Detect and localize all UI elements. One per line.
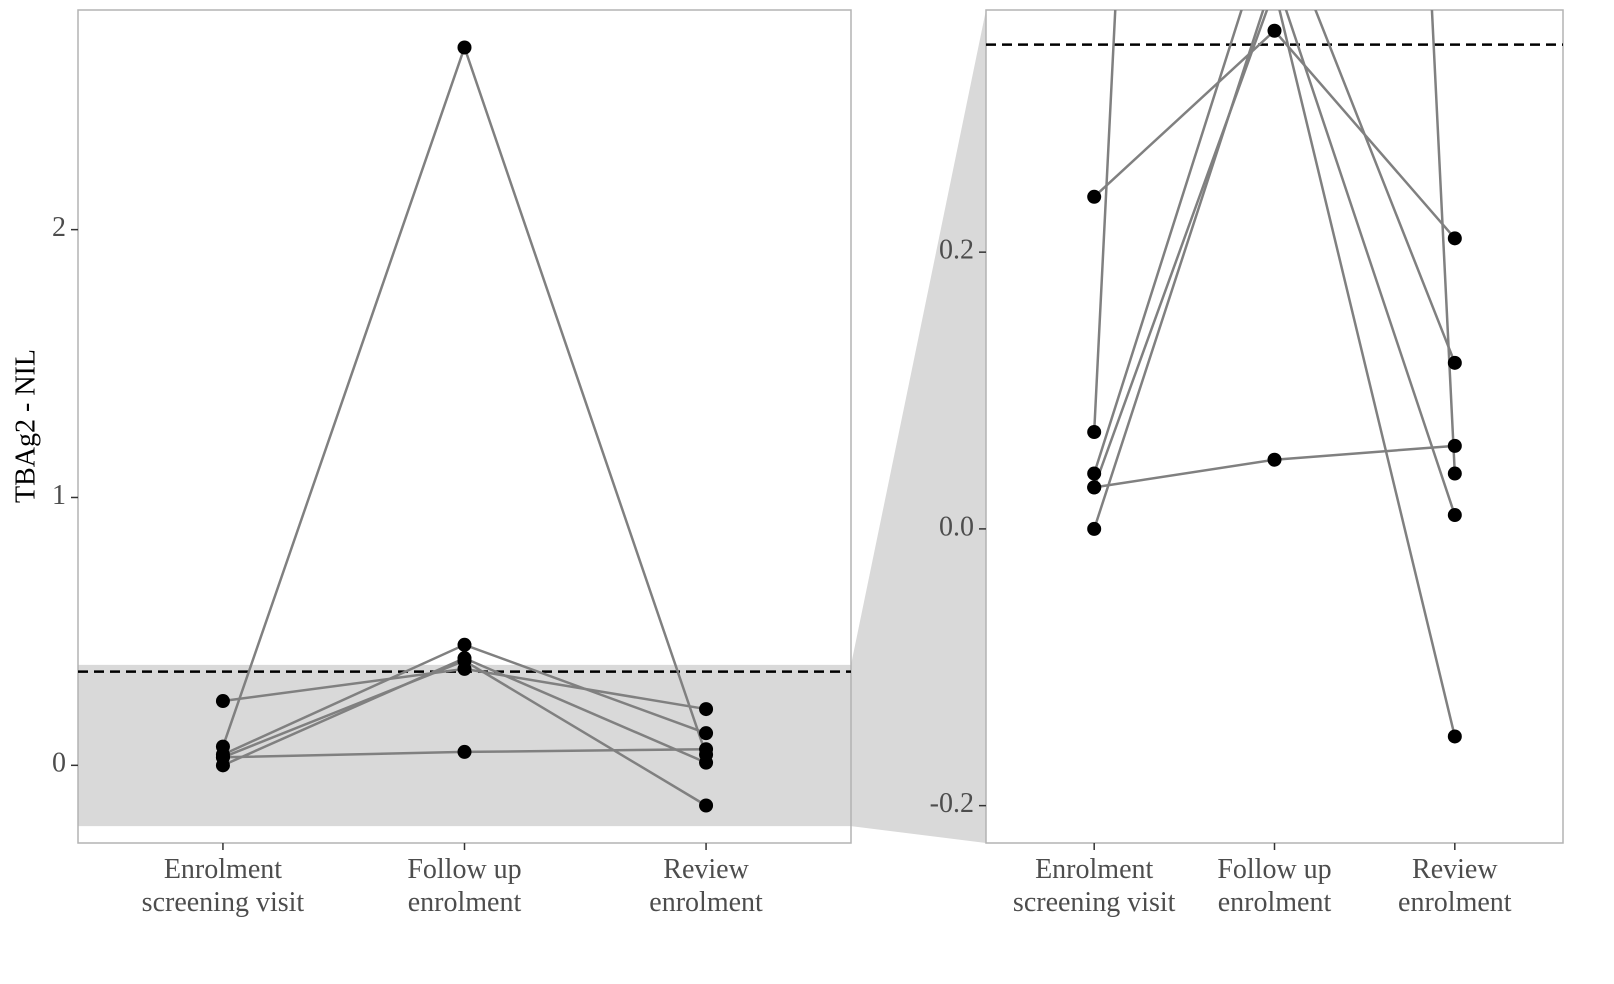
point: [699, 798, 714, 813]
panel-border: [985, 9, 1564, 844]
plot-area: [986, 10, 1563, 744]
point: [1087, 189, 1102, 204]
y-tick-label: 1: [52, 480, 66, 511]
point: [457, 637, 472, 652]
x-tick-label: Review enrolment: [649, 854, 763, 918]
point: [215, 694, 230, 709]
subject-line: [1093, 10, 1457, 737]
y-axis-label: TBAg2 - NIL: [10, 349, 41, 503]
point: [1087, 425, 1102, 440]
point: [699, 702, 714, 717]
point: [699, 755, 714, 770]
plot-area: [78, 40, 851, 813]
point: [215, 750, 230, 765]
point: [457, 744, 472, 759]
point: [1447, 466, 1462, 481]
point: [1447, 729, 1462, 744]
x-tick-label: Review enrolment: [1398, 854, 1512, 918]
point: [1267, 452, 1282, 467]
subject-line: [1092, 10, 1456, 474]
point: [1447, 355, 1462, 370]
point: [1087, 480, 1102, 495]
point: [699, 726, 714, 741]
point: [1087, 466, 1102, 481]
point: [1447, 438, 1462, 453]
point: [1267, 23, 1282, 38]
point: [1087, 521, 1102, 536]
x-tick-label: Follow up enrolment: [1217, 854, 1332, 918]
point: [1447, 231, 1462, 246]
x-tick-label: Enrolment screening visit: [1012, 854, 1176, 918]
y-tick-label: -0.2: [930, 788, 974, 819]
y-tick-label: 0.0: [939, 511, 974, 542]
x-tick-label: Follow up enrolment: [407, 854, 522, 918]
subject-line: [1092, 10, 1457, 474]
point: [457, 653, 472, 668]
subject-line: [1093, 28, 1456, 240]
point: [457, 40, 472, 55]
subject-line: [1092, 10, 1456, 530]
x-tick-label: Enrolment screening visit: [141, 854, 305, 918]
y-tick-label: 0: [52, 748, 66, 779]
zoom-connector: [851, 10, 986, 843]
point: [1447, 508, 1462, 523]
y-tick-label: 2: [52, 212, 66, 243]
y-tick-label: 0.2: [939, 235, 974, 266]
point: [699, 742, 714, 757]
